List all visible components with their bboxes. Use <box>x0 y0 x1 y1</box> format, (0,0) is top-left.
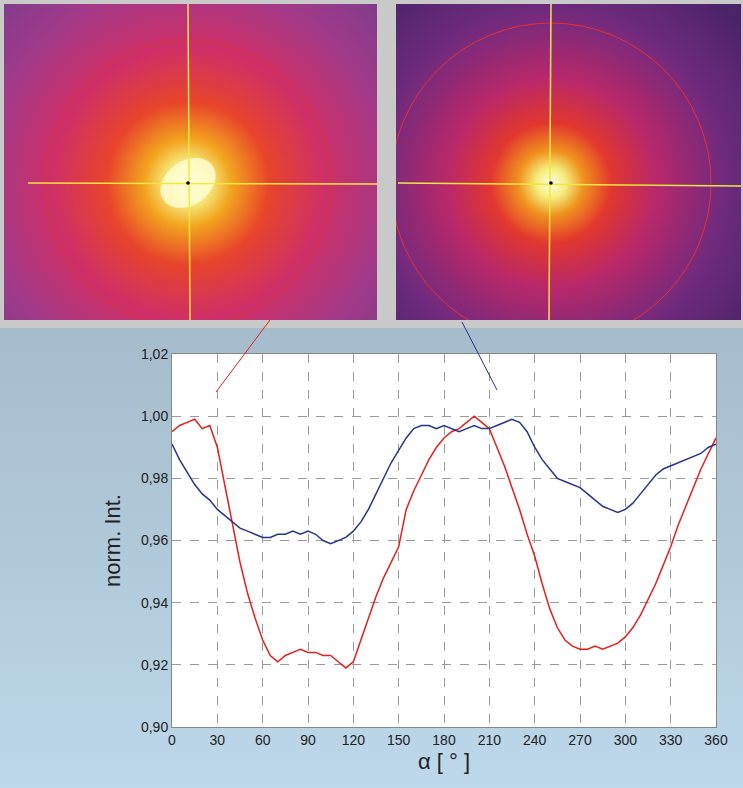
svg-text:180: 180 <box>432 732 456 748</box>
svg-text:0,98: 0,98 <box>141 470 168 486</box>
svg-text:270: 270 <box>568 732 592 748</box>
svg-text:330: 330 <box>659 732 683 748</box>
svg-text:150: 150 <box>387 732 411 748</box>
svg-text:0: 0 <box>168 732 176 748</box>
svg-text:60: 60 <box>255 732 271 748</box>
svg-text:0,90: 0,90 <box>141 719 168 735</box>
svg-text:240: 240 <box>523 732 547 748</box>
svg-text:30: 30 <box>210 732 226 748</box>
svg-text:0,92: 0,92 <box>141 657 168 673</box>
svg-text:norm. Int.: norm. Int. <box>100 494 125 587</box>
svg-text:α [ ° ]: α [ ° ] <box>418 749 470 774</box>
svg-text:90: 90 <box>300 732 316 748</box>
svg-text:120: 120 <box>342 732 366 748</box>
svg-text:300: 300 <box>614 732 638 748</box>
svg-text:0,94: 0,94 <box>141 595 168 611</box>
svg-text:0,96: 0,96 <box>141 532 168 548</box>
svg-text:1,02: 1,02 <box>141 346 168 362</box>
svg-text:210: 210 <box>478 732 502 748</box>
svg-text:1,00: 1,00 <box>141 408 168 424</box>
svg-text:360: 360 <box>704 732 728 748</box>
